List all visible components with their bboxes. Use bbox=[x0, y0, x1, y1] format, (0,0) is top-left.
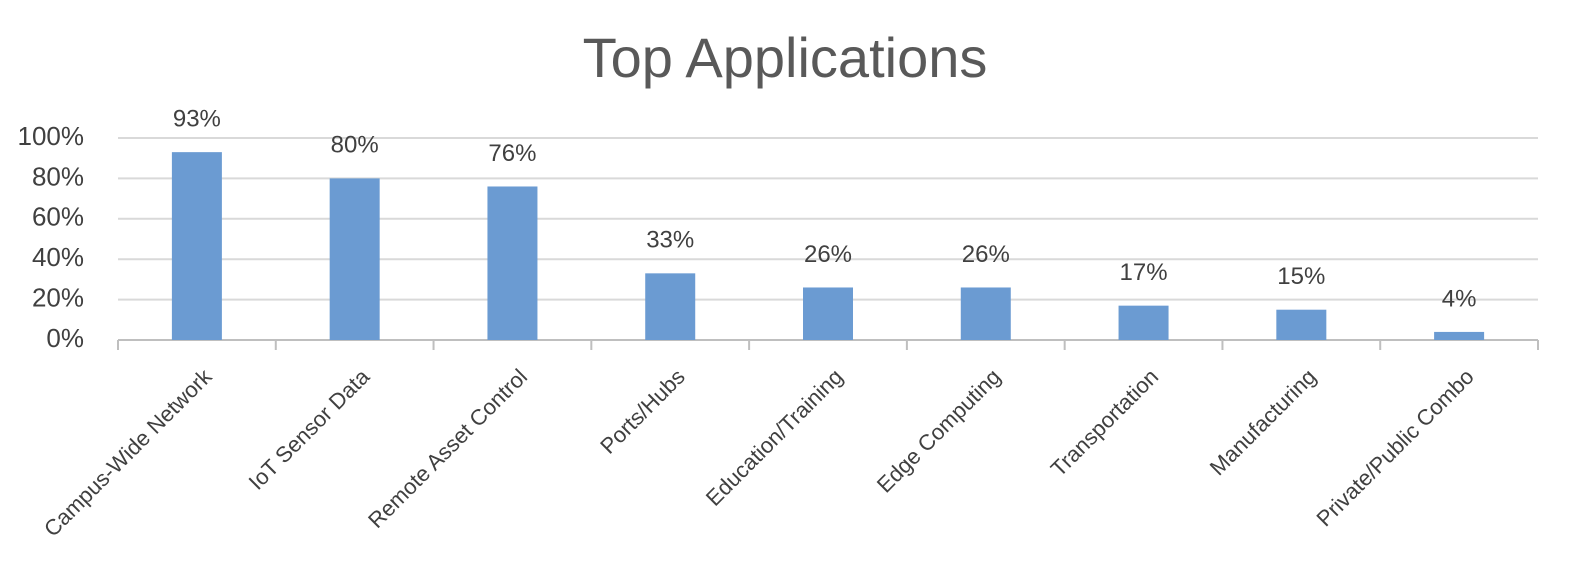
value-label: 4% bbox=[1442, 285, 1477, 312]
bar bbox=[487, 186, 538, 340]
y-tick-label: 40% bbox=[32, 242, 84, 272]
chart-title: Top Applications bbox=[583, 26, 988, 89]
value-label: 26% bbox=[962, 241, 1010, 268]
y-tick-label: 20% bbox=[32, 282, 84, 312]
value-label: 15% bbox=[1277, 263, 1325, 290]
bar bbox=[1434, 331, 1485, 340]
y-tick-label: 60% bbox=[32, 202, 84, 232]
y-tick-label: 80% bbox=[32, 161, 84, 191]
bar bbox=[645, 273, 696, 340]
value-label: 17% bbox=[1120, 259, 1168, 286]
x-tick-label: Ports/Hubs bbox=[595, 364, 690, 459]
x-tick-label: Private/Public Combo bbox=[1311, 364, 1478, 531]
x-tick-label: Manufacturing bbox=[1205, 364, 1321, 480]
x-tick-label: IoT Sensor Data bbox=[244, 363, 375, 494]
y-tick-label: 0% bbox=[46, 323, 84, 353]
value-label: 80% bbox=[331, 132, 379, 159]
value-label: 93% bbox=[173, 105, 221, 132]
y-tick-label: 100% bbox=[18, 121, 85, 151]
x-tick-label: Education/Training bbox=[701, 364, 848, 511]
bar bbox=[1276, 309, 1327, 340]
bar bbox=[329, 178, 380, 340]
bar bbox=[171, 152, 222, 340]
bar bbox=[960, 287, 1011, 340]
value-label: 33% bbox=[646, 227, 694, 254]
x-tick-label: Campus-Wide Network bbox=[39, 363, 217, 541]
x-tick-label: Transportation bbox=[1046, 364, 1163, 481]
bar bbox=[803, 287, 853, 340]
x-tick-label: Remote Asset Control bbox=[363, 364, 532, 533]
value-label: 26% bbox=[804, 241, 852, 268]
value-label: 76% bbox=[488, 140, 536, 167]
bar bbox=[1118, 305, 1169, 340]
x-tick-label: Edge Computing bbox=[872, 364, 1006, 498]
